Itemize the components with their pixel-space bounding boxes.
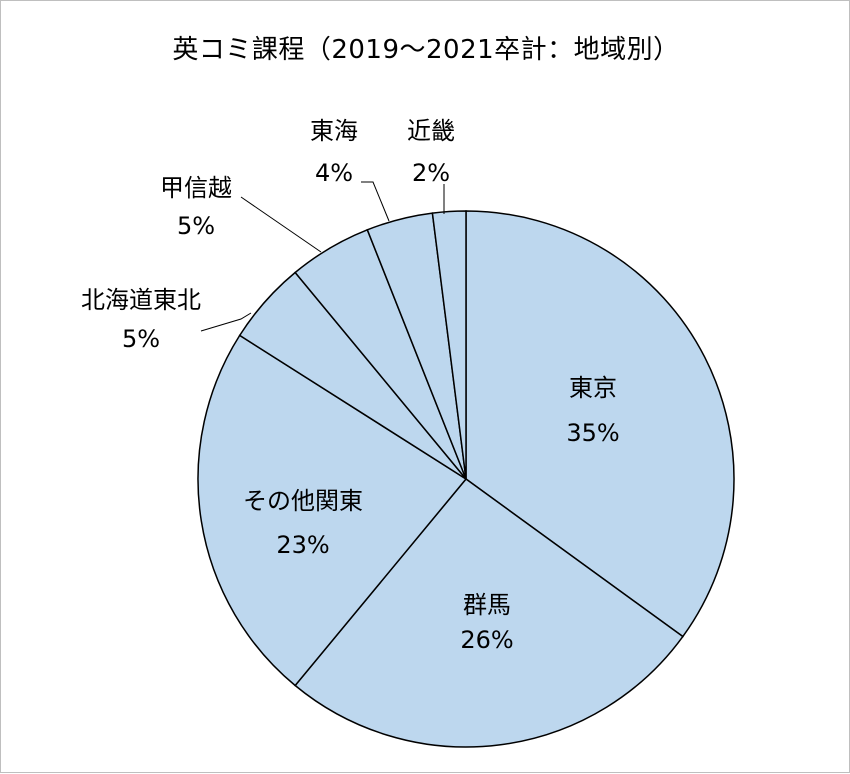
- pie-slice-1: [465, 210, 735, 638]
- leader-line-4: [200, 312, 252, 332]
- slice-category-label: 北海道東北: [81, 286, 201, 314]
- slice-category-label: 群馬: [463, 591, 511, 619]
- slice-category-label: 近畿: [407, 117, 455, 145]
- slice-category-label: 東海: [310, 117, 358, 145]
- slice-percent-label: 26%: [460, 626, 513, 654]
- slice-percent-label: 5%: [122, 325, 160, 353]
- pie-slice-3: [197, 334, 468, 687]
- slice-category-label: その他関東: [243, 487, 363, 515]
- pie-slice-2: [294, 477, 684, 748]
- slice-percent-label: 23%: [276, 531, 329, 559]
- slice-percent-label: 5%: [177, 212, 215, 240]
- slice-category-label: 甲信越: [160, 174, 232, 202]
- slice-category-label: 東京: [569, 374, 617, 402]
- chart-title: 英コミ課程（2019～2021卒計：地域別）: [172, 35, 680, 65]
- leader-line-5: [240, 196, 322, 253]
- slice-percent-label: 4%: [315, 159, 353, 187]
- slice-percent-label: 35%: [566, 419, 619, 447]
- slice-percent-label: 2%: [412, 159, 450, 187]
- leader-line-6: [361, 181, 390, 222]
- pie-slice-7: [431, 210, 467, 480]
